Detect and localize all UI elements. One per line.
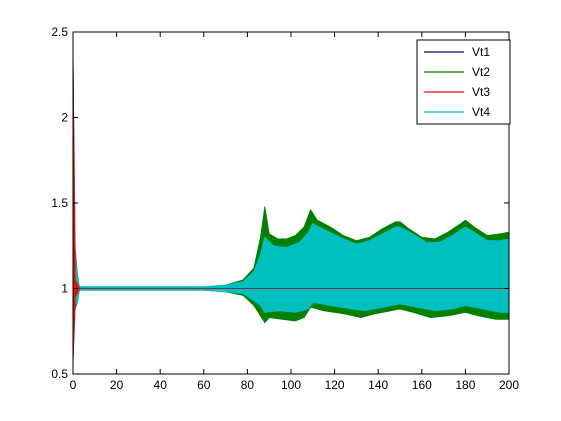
axes-layer: 0 20 40 60 80 100 120 140 160 180 200 0.5 1 1.5 2 2.5 xyxy=(51,25,519,392)
y-tick-label: 2.5 xyxy=(51,25,68,39)
x-tick-label: 20 xyxy=(110,378,124,392)
legend-label-vt3: Vt3 xyxy=(472,85,490,99)
x-tick-label: 0 xyxy=(70,378,77,392)
y-tick-label: 0.5 xyxy=(51,367,68,381)
legend-item-vt2: Vt2 xyxy=(424,65,490,79)
y-tick-label: 1 xyxy=(61,282,68,296)
legend-box xyxy=(416,39,511,125)
x-tick-label: 160 xyxy=(412,378,432,392)
x-tick-label: 140 xyxy=(368,378,388,392)
x-tick-label: 200 xyxy=(499,378,519,392)
legend-item-vt1: Vt1 xyxy=(424,45,490,59)
x-tick-label: 120 xyxy=(325,378,345,392)
plot-layer xyxy=(73,49,509,366)
legend-label-vt4: Vt4 xyxy=(472,105,490,119)
y-tick-label: 1.5 xyxy=(51,196,68,210)
x-tick-label: 100 xyxy=(281,378,301,392)
legend: Vt1 Vt2 Vt3 Vt4 xyxy=(416,39,511,125)
legend-item-vt3: Vt3 xyxy=(424,85,490,99)
legend-label-vt1: Vt1 xyxy=(472,45,490,59)
x-tick-label: 80 xyxy=(241,378,255,392)
x-tick-label: 60 xyxy=(197,378,211,392)
x-tick-label: 40 xyxy=(154,378,168,392)
x-tick-label: 180 xyxy=(455,378,475,392)
y-tick-label: 2 xyxy=(61,111,68,125)
series-group xyxy=(73,49,509,366)
legend-label-vt2: Vt2 xyxy=(472,65,490,79)
legend-item-vt4: Vt4 xyxy=(424,105,490,119)
series-vt4-envelope xyxy=(73,49,509,366)
